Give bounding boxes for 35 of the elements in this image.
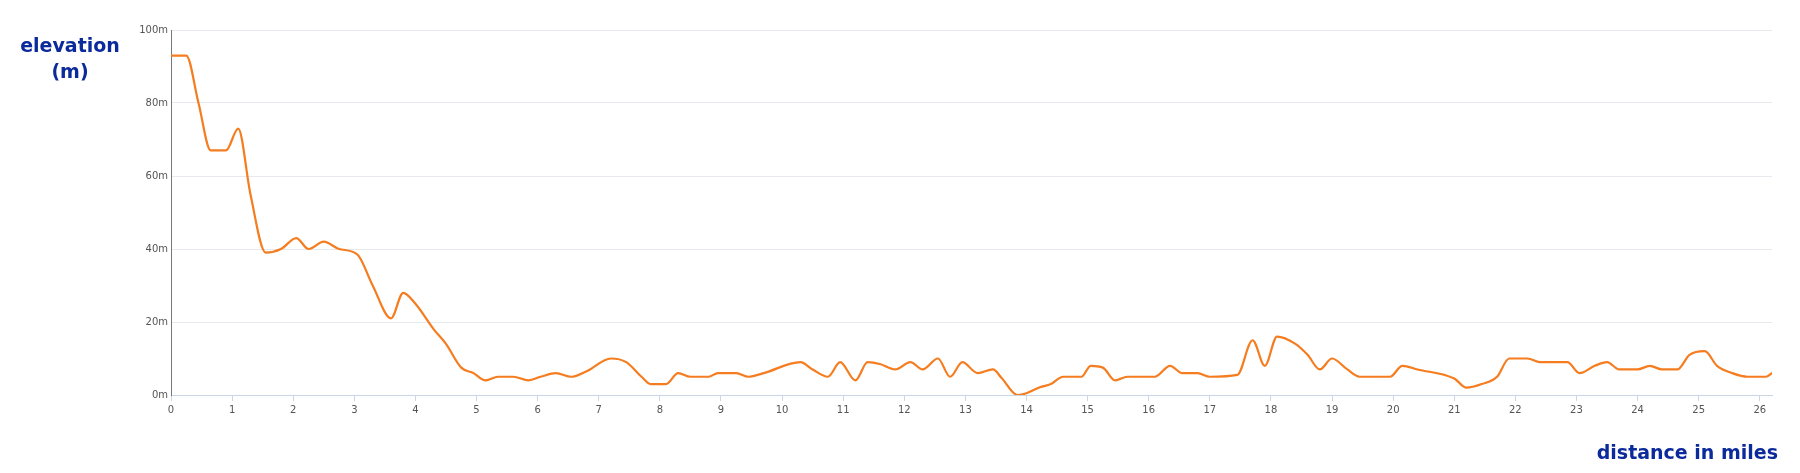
x-axis-title: distance in miles: [1596, 441, 1778, 463]
x-tick-label: 23: [1570, 403, 1583, 415]
x-tick-label: 0: [167, 403, 175, 415]
x-tick-label: 26: [1753, 403, 1767, 415]
x-tick-label: 4: [412, 403, 419, 415]
x-tick-label: 17: [1203, 403, 1217, 415]
y-tick-label: 60m: [145, 169, 168, 181]
x-tick-label: 19: [1325, 403, 1339, 415]
x-tick-label: 25: [1692, 403, 1706, 415]
y-tick-label: 0m: [151, 388, 168, 400]
x-tick-label: 8: [656, 403, 664, 415]
x-tick-label: 12: [897, 403, 911, 415]
x-tick-label: 22: [1508, 403, 1522, 415]
x-tick-label: 21: [1447, 403, 1461, 415]
x-tick-label: 20: [1386, 403, 1400, 415]
x-tick-label: 9: [717, 403, 725, 415]
y-tick-label: 20m: [145, 315, 168, 327]
x-tick-label: 3: [351, 403, 358, 415]
x-tick-label: 1: [228, 403, 236, 415]
x-tick-label: 14: [1020, 403, 1033, 415]
x-tick-label: 10: [775, 403, 789, 415]
x-tick-label: 15: [1081, 403, 1094, 415]
x-tick-label: 18: [1264, 403, 1278, 415]
x-tick-label: 24: [1631, 403, 1644, 415]
x-tick-label: 6: [534, 403, 541, 415]
x-tick-label: 13: [959, 403, 972, 415]
y-tick-label: 40m: [145, 242, 168, 254]
x-tick-label: 16: [1142, 403, 1156, 415]
x-tick-label: 11: [836, 403, 850, 415]
y-axis-title: elevation (m): [20, 33, 120, 84]
x-tick-label: 7: [595, 403, 602, 415]
y-tick-label: 100m: [139, 23, 168, 35]
x-tick-label: 5: [473, 403, 480, 415]
x-tick-label: 2: [290, 403, 297, 415]
y-tick-label: 80m: [145, 96, 168, 108]
